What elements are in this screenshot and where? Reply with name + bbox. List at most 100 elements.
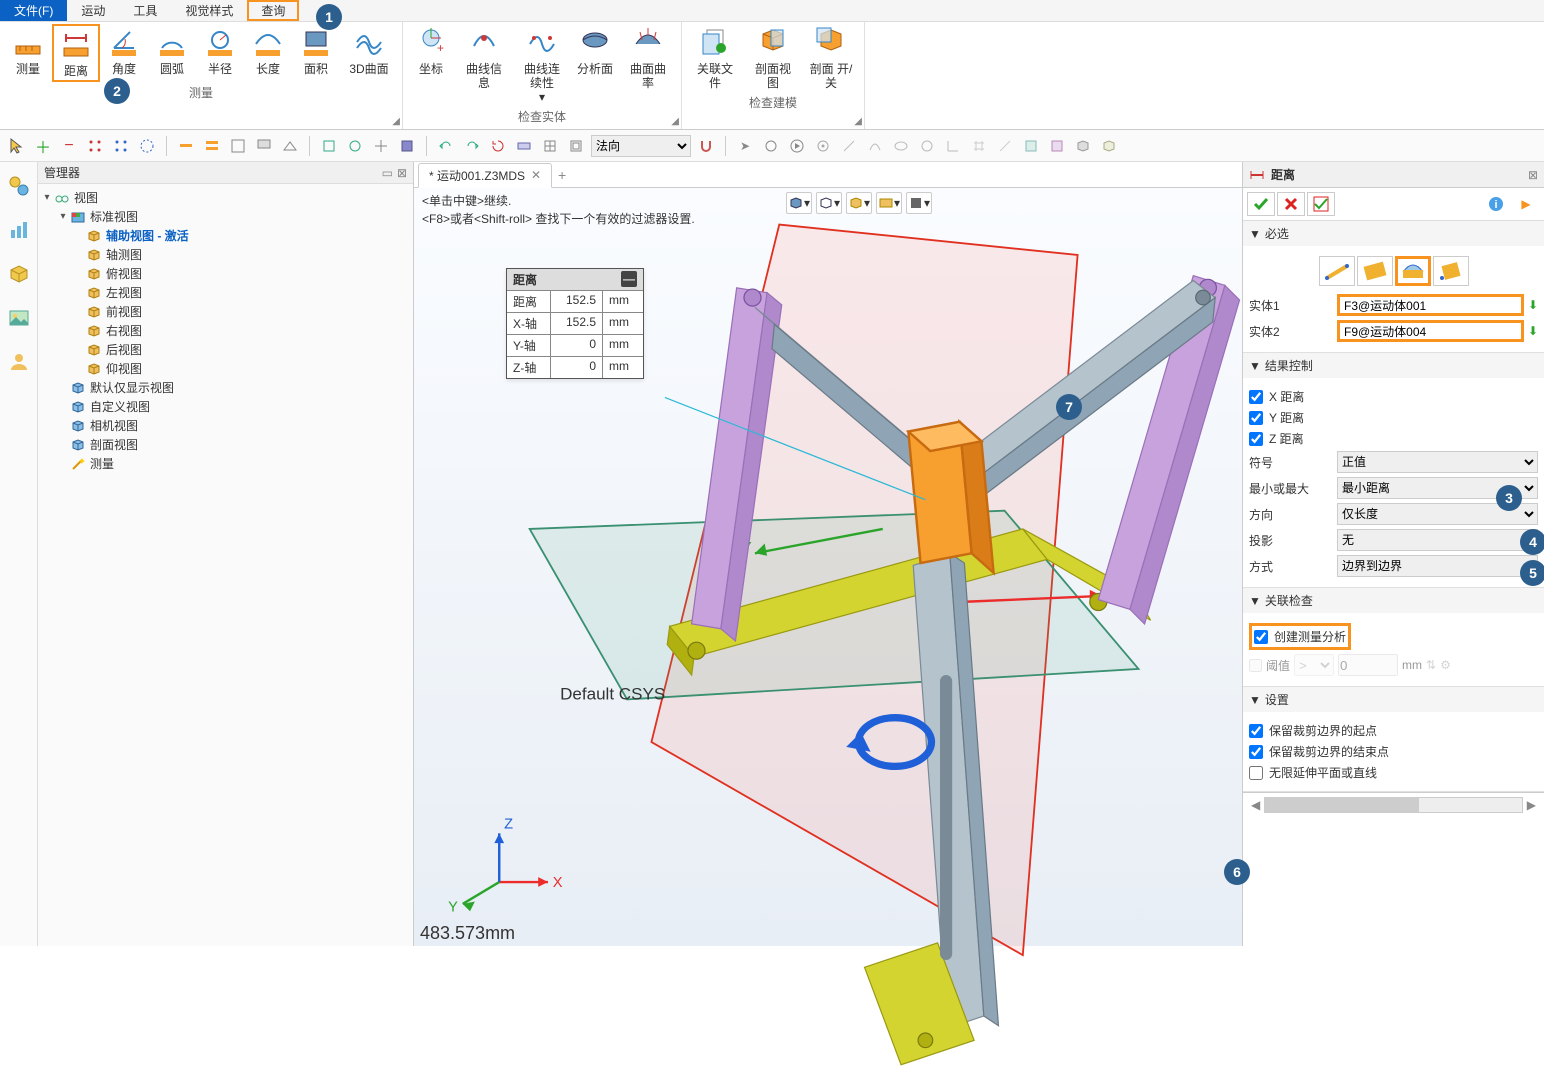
chk-keep-start[interactable]: 保留裁剪边界的起点	[1249, 722, 1538, 739]
rail-chart-icon[interactable]	[7, 218, 31, 242]
tree-node[interactable]: 剖面视图	[40, 435, 411, 454]
panel-scrollbar[interactable]: ◀ ▶	[1243, 792, 1544, 817]
cancel-button[interactable]	[1277, 192, 1305, 216]
tb-icon[interactable]	[201, 135, 223, 157]
sect-settings[interactable]: ▼ 设置	[1243, 687, 1544, 712]
tree-node[interactable]: ▾标准视图	[40, 207, 411, 226]
axis-icon[interactable]	[942, 135, 964, 157]
circle-icon[interactable]	[760, 135, 782, 157]
tb-icon[interactable]	[370, 135, 392, 157]
curve-icon[interactable]	[864, 135, 886, 157]
pick-icon[interactable]: ⬇	[1528, 324, 1538, 338]
tree-min-icon[interactable]: ▭	[382, 166, 393, 180]
ribbon-surf3d-button[interactable]: 3D曲面	[340, 24, 398, 82]
entity2-input[interactable]	[1337, 320, 1524, 342]
entity1-input[interactable]	[1337, 294, 1524, 316]
chk-keep-end[interactable]: 保留裁剪边界的结束点	[1249, 743, 1538, 760]
oval-icon[interactable]	[890, 135, 912, 157]
ribbon-group-arrow-icon[interactable]: ◢	[671, 116, 679, 127]
dots-red-icon[interactable]	[84, 135, 106, 157]
sect-assoc[interactable]: ▼ 关联检查	[1243, 588, 1544, 613]
tb-icon[interactable]	[227, 135, 249, 157]
tree-node[interactable]: 仰视图	[40, 359, 411, 378]
mode-select[interactable]: 边界到边界	[1337, 555, 1538, 577]
ribbon-arc-button[interactable]: 圆弧	[148, 24, 196, 82]
arrow-icon[interactable]: ➤	[734, 135, 756, 157]
tb-icon[interactable]	[344, 135, 366, 157]
box-icon[interactable]	[1098, 135, 1120, 157]
chk-y-distance[interactable]: Y 距离	[1249, 409, 1538, 426]
grid-icon[interactable]	[539, 135, 561, 157]
tree-node[interactable]: 自定义视图	[40, 397, 411, 416]
ribbon-measure-button[interactable]: 测量	[4, 24, 52, 82]
tb-icon[interactable]	[396, 135, 418, 157]
target-icon[interactable]	[812, 135, 834, 157]
menu-query[interactable]: 查询	[247, 0, 299, 21]
cursor-icon[interactable]	[6, 135, 28, 157]
tree-node[interactable]: 相机视图	[40, 416, 411, 435]
expand-icon[interactable]: ▶	[1512, 192, 1540, 216]
rail-photo-icon[interactable]	[7, 306, 31, 330]
tb-icon[interactable]	[253, 135, 275, 157]
tree-node[interactable]: 轴测图	[40, 245, 411, 264]
ribbon-group-arrow-icon[interactable]: ◢	[854, 116, 862, 127]
measure-min-icon[interactable]: —	[621, 271, 637, 287]
tb-icon[interactable]	[318, 135, 340, 157]
chk-x-distance[interactable]: X 距离	[1249, 388, 1538, 405]
tb-icon[interactable]	[279, 135, 301, 157]
chk-infinite[interactable]: 无限延伸平面或直线	[1249, 764, 1538, 781]
mode-2-icon[interactable]	[1357, 256, 1393, 286]
proj-select[interactable]: 无	[1337, 529, 1538, 551]
measure-float-panel[interactable]: 距离 — 距离152.5mmX-轴152.5mmY-轴0mmZ-轴0mm	[506, 268, 644, 379]
ribbon-analyzesurf-button[interactable]: 分析面	[571, 24, 619, 106]
tree-node[interactable]: 右视图	[40, 321, 411, 340]
ribbon-curvecont-button[interactable]: 曲线连续性▾	[513, 24, 571, 106]
ribbon-surfrate-button[interactable]: 曲面曲率	[619, 24, 677, 106]
ribbon-length-button[interactable]: 长度	[244, 24, 292, 82]
apply-button[interactable]	[1307, 192, 1335, 216]
direction-select[interactable]: 法向	[591, 135, 691, 157]
tree-node[interactable]: 默认仅显示视图	[40, 378, 411, 397]
tree-node[interactable]: ▾视图	[40, 188, 411, 207]
slash-icon[interactable]	[994, 135, 1016, 157]
ribbon-radius-button[interactable]: 半径	[196, 24, 244, 82]
tree-node[interactable]: 后视图	[40, 340, 411, 359]
play-icon[interactable]	[786, 135, 808, 157]
panel-close-icon[interactable]: ⊠	[1528, 168, 1538, 182]
menu-motion[interactable]: 运动	[67, 0, 119, 21]
menu-view[interactable]: 视觉样式	[171, 0, 247, 21]
add-icon[interactable]: ＋	[32, 135, 54, 157]
surf-icon[interactable]	[1020, 135, 1042, 157]
pick-icon[interactable]: ⬇	[1528, 298, 1538, 312]
tree-node[interactable]: 测量	[40, 454, 411, 473]
refresh-icon[interactable]	[487, 135, 509, 157]
tab-add-icon[interactable]: +	[552, 167, 572, 183]
tree-node[interactable]: 辅助视图 - 激活	[40, 226, 411, 245]
sign-select[interactable]: 正值	[1337, 451, 1538, 473]
tree-node[interactable]: 前视图	[40, 302, 411, 321]
dashed-circle-icon[interactable]	[136, 135, 158, 157]
ribbon-sectview-button[interactable]: 剖面视图	[744, 24, 802, 92]
menu-file[interactable]: 文件(F)	[0, 0, 67, 21]
ribbon-area-button[interactable]: 面积	[292, 24, 340, 82]
box-icon[interactable]	[1072, 135, 1094, 157]
rail-gears-icon[interactable]	[7, 174, 31, 198]
plane-icon[interactable]	[513, 135, 535, 157]
square-icon[interactable]	[565, 135, 587, 157]
viewport[interactable]: <单击中键>继续. <F8>或者<Shift-roll> 查找下一个有效的过滤器…	[414, 188, 1242, 946]
info-icon[interactable]: i	[1482, 192, 1510, 216]
ribbon-curveinfo-button[interactable]: 曲线信息	[455, 24, 513, 106]
rail-box-icon[interactable]	[7, 262, 31, 286]
chk-z-distance[interactable]: Z 距离	[1249, 430, 1538, 447]
mode-4-icon[interactable]	[1433, 256, 1469, 286]
ribbon-secttoggle-button[interactable]: 剖面 开/关	[802, 24, 860, 92]
hash-icon[interactable]	[968, 135, 990, 157]
line-icon[interactable]	[838, 135, 860, 157]
sect-result[interactable]: ▼ 结果控制	[1243, 353, 1544, 378]
tb-icon[interactable]	[175, 135, 197, 157]
mode-3-icon[interactable]	[1395, 256, 1431, 286]
ribbon-distance-button[interactable]: 距离	[52, 24, 100, 82]
magnet-icon[interactable]	[695, 135, 717, 157]
minus-icon[interactable]: −	[58, 135, 80, 157]
sect-required[interactable]: ▼ 必选	[1243, 221, 1544, 246]
